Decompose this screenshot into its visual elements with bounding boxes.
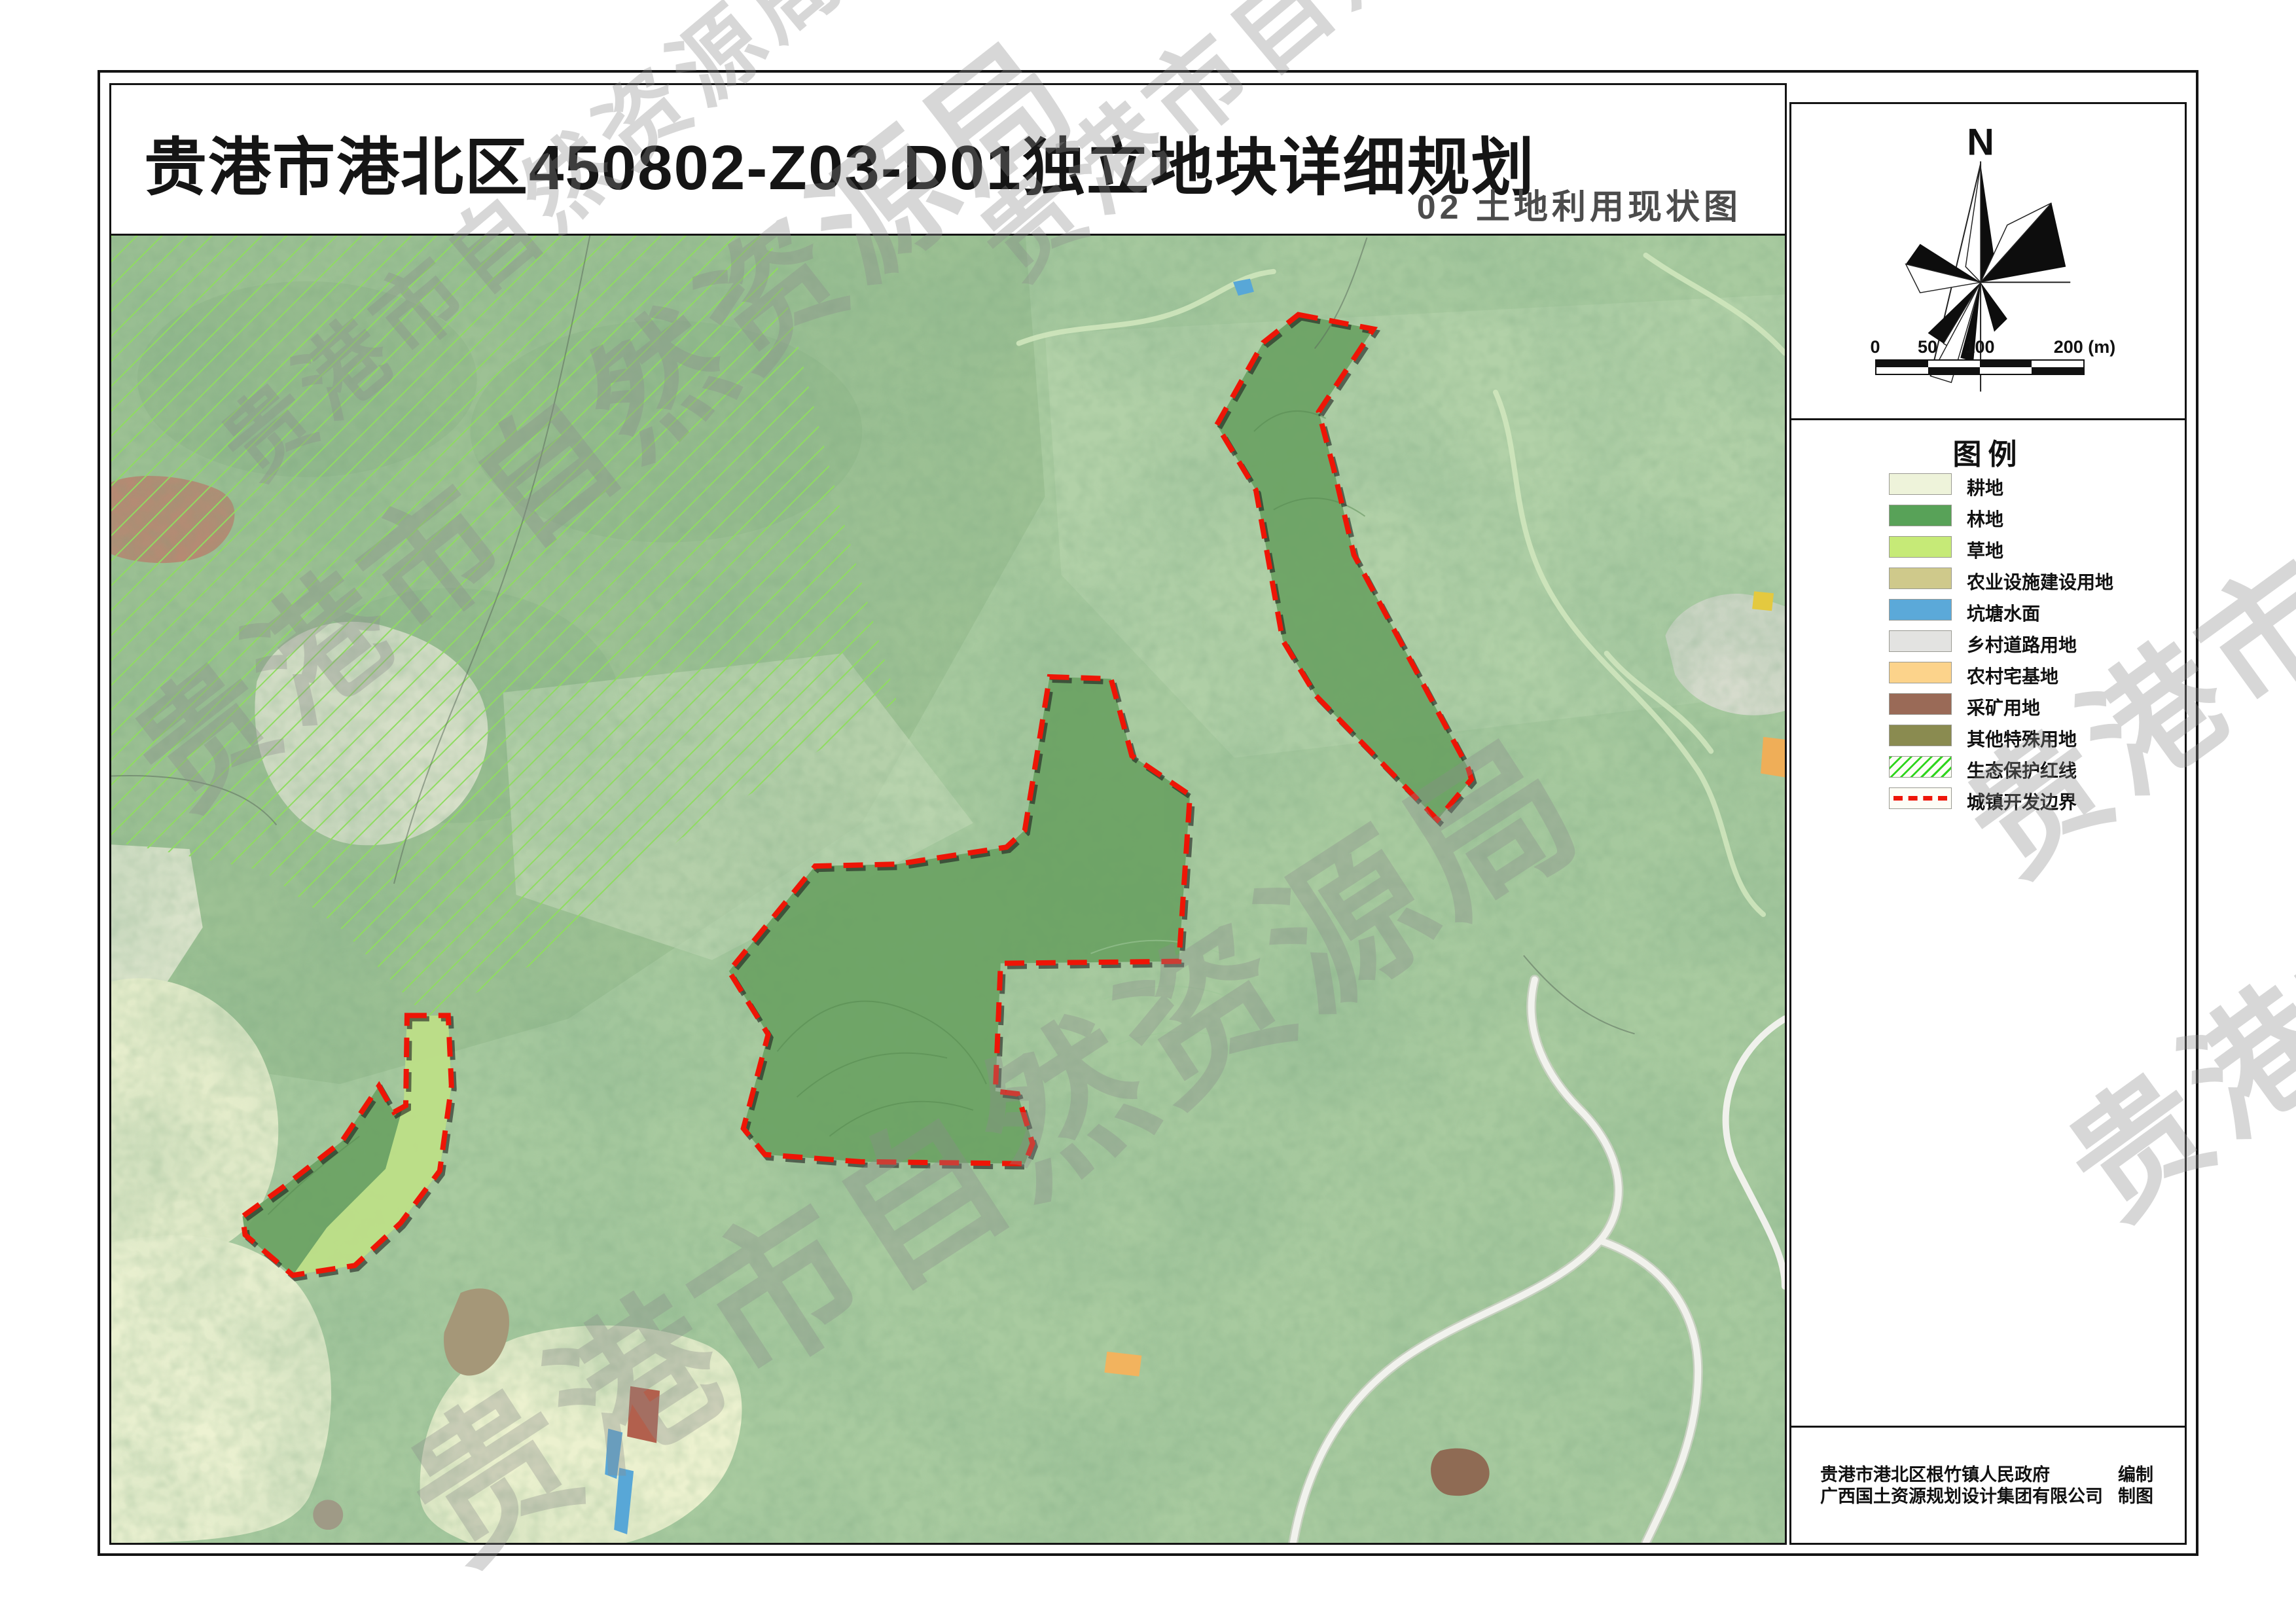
legend-label: 乡村道路用地 [1967,635,2077,655]
legend-swatch-fill [1889,630,1952,652]
eco-protection-hatch-zone [111,236,897,1018]
scale-tick-label: 0 [1870,337,1880,357]
page-subtitle: 02 土地利用现状图 [1416,189,1742,226]
legend-label: 生态保护红线 [1967,761,2077,781]
credits-block: 贵港市港北区根竹镇人民政府 编制 广西国土资源规划设计集团有限公司 制图 [1791,1426,2185,1547]
map-margin-panel: N [1789,102,2187,1545]
legend-item: 草地 [1791,536,2185,561]
legend-swatch-fill [1889,725,1952,746]
parcel-center [728,676,1191,1164]
scale-bar-row-top [1876,361,2083,367]
legend-swatch-fill [1889,473,1952,495]
scale-bar-cell [1928,361,1980,367]
legend-item: 农村宅基地 [1791,662,2185,687]
scale-bar [1875,359,2085,375]
legend-label: 坑塘水面 [1967,604,2041,624]
title-block: 贵港市港北区450802-Z03-D01独立地块详细规划 02 土地利用现状图 [111,85,1785,236]
scale-tick-label: 200 (m) [2053,337,2116,357]
legend-item: 采矿用地 [1791,693,2185,718]
scale-bar-row-bottom [1876,367,2083,374]
credit-org: 广西国土资源规划设计集团有限公司 [1820,1487,2103,1506]
legend-label: 农业设施建设用地 [1967,572,2114,592]
legend-title: 图例 [1952,439,2024,471]
legend-item: 城镇开发边界 [1791,787,2185,812]
legend-item: 乡村道路用地 [1791,630,2185,655]
scale-bar-cell [2032,367,2083,374]
legend-label: 耕地 [1967,478,2004,498]
credit-role: 编制 [2118,1465,2153,1485]
homestead-patch [1104,1351,1142,1377]
legend-label: 农村宅基地 [1967,666,2059,687]
sheet-outer-border [98,70,2198,1556]
bare-gray-patch [313,1500,344,1530]
dashed-boundary-sample [1893,796,1947,801]
credit-row: 贵港市港北区根竹镇人民政府 编制 [1820,1464,2153,1486]
scale-bar-cell [2032,361,2083,367]
urban-development-boundary [240,312,1475,1278]
map-canvas [111,236,1785,1543]
legend-swatch-dashed [1889,787,1952,809]
scale-bar-cell [1980,367,2032,374]
stream-paths [1016,252,1785,917]
scale-tick-label: 100 [1965,337,1995,357]
legend-label: 其他特殊用地 [1967,729,2077,749]
mining-patch [627,1386,660,1443]
grass-strip-in-parcel [293,1015,452,1276]
scale-bar-cell [1876,361,1928,367]
brown-patch [1431,1448,1490,1496]
scale-bar-labels: 0 50 100 200 (m) [1791,337,2185,357]
north-scale-box: N [1791,104,2185,420]
legend-item: 林地 [1791,505,2185,530]
scale-bar-cell [1928,367,1980,374]
rural-roads [1288,975,1785,1543]
legend-item: 农业设施建设用地 [1791,568,2185,592]
pond [1232,278,1254,296]
homestead-patch [1752,591,1774,611]
legend: 图例 耕地林地草地农业设施建设用地 坑塘水面乡村道路用地 农村宅基地采矿用地其他特殊… [1791,420,2185,1426]
parcel-north [1217,314,1472,820]
north-rose: N [1905,122,2071,392]
credit-role: 制图 [2118,1487,2153,1506]
scale-bar-cell [1980,361,2032,367]
legend-swatch-fill [1889,662,1952,683]
legend-swatch-fill [1889,599,1952,621]
legend-item: 生态保护红线 [1791,756,2185,781]
bare-brown-patch [444,1288,509,1376]
homestead-patch [1761,736,1785,778]
legend-swatch-fill [1889,536,1952,558]
field-boundary-lines [111,236,1635,1035]
land-use-map [111,236,1785,1543]
credit-row: 广西国土资源规划设计集团有限公司 制图 [1820,1486,2153,1507]
legend-label: 草地 [1967,541,2004,561]
legend-swatch-hatch [1889,756,1952,778]
legend-item: 坑塘水面 [1791,599,2185,624]
legend-label: 林地 [1967,509,2004,530]
legend-item: 其他特殊用地 [1791,725,2185,749]
credit-org: 贵港市港北区根竹镇人民政府 [1820,1465,2050,1485]
legend-swatch-fill [1889,693,1952,715]
scale-tick-label: 50 [1917,337,1938,357]
scale-bar-cell [1876,367,1928,374]
contour-lines-light [1090,939,1248,1046]
page-title: 贵港市港北区450802-Z03-D01独立地块详细规划 [144,133,1535,203]
map-content-box: 贵港市港北区450802-Z03-D01独立地块详细规划 02 土地利用现状图 [109,83,1787,1545]
legend-label: 采矿用地 [1967,698,2041,718]
pond [605,1428,623,1479]
pond [614,1468,634,1535]
legend-swatch-fill [1889,505,1952,526]
legend-label: 城镇开发边界 [1967,792,2077,812]
legend-swatch-fill [1889,568,1952,589]
contour-lines [267,410,1366,1216]
north-label: N [1967,122,1994,164]
legend-item: 耕地 [1791,473,2185,498]
small-landuse-patches [313,278,1785,1535]
